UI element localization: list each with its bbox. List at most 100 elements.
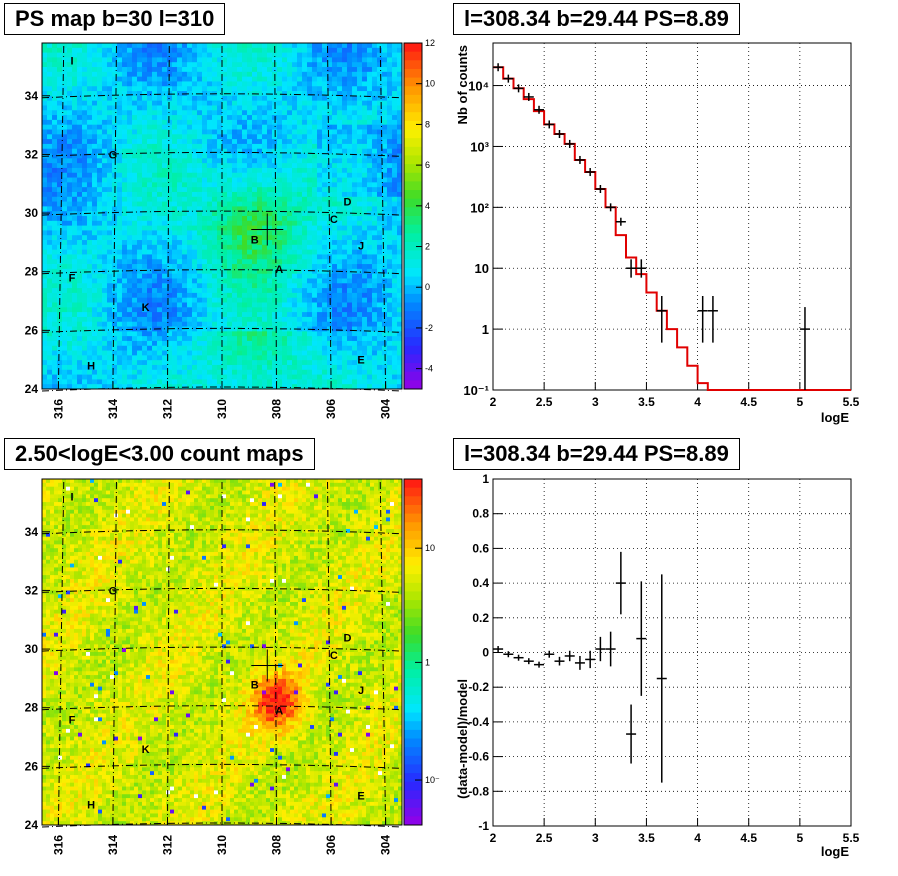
- x-tick-label: 3.5: [638, 395, 655, 409]
- source-label-j: J: [358, 240, 364, 252]
- ps-map-title: PS map b=30 l=310: [4, 3, 225, 35]
- y-tick-label: 28: [25, 701, 39, 715]
- source-label-i: I: [70, 56, 73, 68]
- colorbar-label: -2: [425, 323, 433, 333]
- x-tick-label: 5: [797, 831, 804, 845]
- x-tick-label: 306: [324, 835, 338, 855]
- spectrum-title: l=308.34 b=29.44 PS=8.89: [453, 3, 740, 35]
- x-tick-label: 308: [270, 399, 284, 419]
- y-tick-label: 34: [25, 525, 39, 539]
- source-label-b: B: [251, 234, 259, 246]
- y-tick-label: 0: [482, 646, 489, 660]
- x-tick-label: 310: [215, 835, 229, 855]
- colorbar-label: 6: [425, 160, 430, 170]
- x-tick-label: 306: [324, 399, 338, 419]
- x-tick-label: 2: [490, 395, 497, 409]
- y-tick-label: 24: [25, 818, 39, 832]
- source-label-d: D: [343, 632, 351, 644]
- source-label-g: G: [109, 585, 118, 597]
- x-tick-label: 304: [379, 835, 393, 855]
- source-label-k: K: [142, 744, 150, 756]
- x-tick-label: 2.5: [536, 395, 553, 409]
- colorbar-label: 4: [425, 201, 430, 211]
- x-tick-label: 304: [379, 399, 393, 419]
- source-label-b: B: [251, 679, 259, 691]
- x-tick-label: 5.5: [843, 831, 860, 845]
- residual-title: l=308.34 b=29.44 PS=8.89: [453, 438, 740, 470]
- source-label-f: F: [69, 273, 76, 285]
- y-tick-label: 0.8: [472, 507, 489, 521]
- y-tick-label: -0.6: [468, 750, 489, 764]
- source-label-k: K: [142, 302, 150, 314]
- y-tick-label: 30: [25, 206, 39, 220]
- x-tick-label: 312: [160, 399, 174, 419]
- y-tick-label: 28: [25, 265, 39, 279]
- y-tick-label: 1: [482, 472, 489, 486]
- colorbar-label: 12: [425, 38, 435, 48]
- x-tick-label: 308: [270, 835, 284, 855]
- x-tick-label: 314: [106, 399, 120, 419]
- colorbar-label: 10: [425, 543, 435, 553]
- y-tick-label: 10: [475, 261, 489, 276]
- x-tick-label: 4.5: [740, 831, 757, 845]
- y-tick-label: 10³: [470, 139, 489, 154]
- source-label-a: A: [275, 706, 283, 718]
- count-map-title: 2.50<logE<3.00 count maps: [4, 438, 315, 470]
- x-tick-label: 312: [160, 835, 174, 855]
- y-tick-label: 10⁴: [468, 79, 489, 94]
- y-tick-label: -0.2: [468, 680, 489, 694]
- source-label-c: C: [330, 214, 338, 226]
- y-tick-label: 32: [25, 583, 39, 597]
- source-label-i: I: [70, 492, 73, 504]
- x-axis-label: logE: [821, 410, 849, 425]
- source-label-a: A: [275, 264, 283, 276]
- x-tick-label: 4: [694, 395, 701, 409]
- y-axis-label: Nb of counts: [455, 45, 470, 124]
- y-axis-label: (data-model)/model: [455, 679, 470, 799]
- colorbar-label: -4: [425, 364, 433, 374]
- x-tick-label: 310: [215, 399, 229, 419]
- x-tick-label: 2.5: [536, 831, 553, 845]
- y-tick-label: -0.8: [468, 784, 489, 798]
- y-tick-label: 26: [25, 323, 39, 337]
- x-tick-label: 3.5: [638, 831, 655, 845]
- y-tick-label: 0.6: [472, 541, 489, 555]
- x-tick-label: 314: [106, 835, 120, 855]
- x-tick-label: 4: [694, 831, 701, 845]
- ps-colorbar: [404, 43, 422, 390]
- y-tick-label: 34: [25, 89, 39, 103]
- source-label-d: D: [343, 196, 351, 208]
- y-tick-label: 0.2: [472, 611, 489, 625]
- colorbar-label: 0: [425, 282, 430, 292]
- y-tick-label: 30: [25, 642, 39, 656]
- colorbar-label: 10⁻¹: [425, 775, 440, 785]
- spectrum-frame: [493, 43, 851, 390]
- y-tick-label: -0.4: [468, 715, 489, 729]
- y-tick-label: 0.4: [472, 576, 489, 590]
- source-label-c: C: [330, 650, 338, 662]
- source-label-e: E: [357, 791, 364, 803]
- y-tick-label: 32: [25, 147, 39, 161]
- x-tick-label: 4.5: [740, 395, 757, 409]
- x-tick-label: 5: [797, 395, 804, 409]
- source-label-e: E: [357, 355, 364, 367]
- colorbar-label: 1: [425, 657, 430, 667]
- y-tick-label: 10²: [470, 200, 489, 215]
- x-tick-label: 316: [51, 835, 65, 855]
- x-tick-label: 316: [51, 399, 65, 419]
- colorbar-label: 2: [425, 242, 430, 252]
- source-label-f: F: [69, 714, 76, 726]
- x-tick-label: 3: [592, 831, 599, 845]
- colorbar-label: 8: [425, 119, 430, 129]
- source-label-j: J: [358, 685, 364, 697]
- y-tick-label: 10⁻¹: [463, 383, 489, 398]
- count-colorbar: [404, 479, 422, 826]
- y-tick-label: 24: [25, 382, 39, 396]
- source-label-h: H: [87, 799, 95, 811]
